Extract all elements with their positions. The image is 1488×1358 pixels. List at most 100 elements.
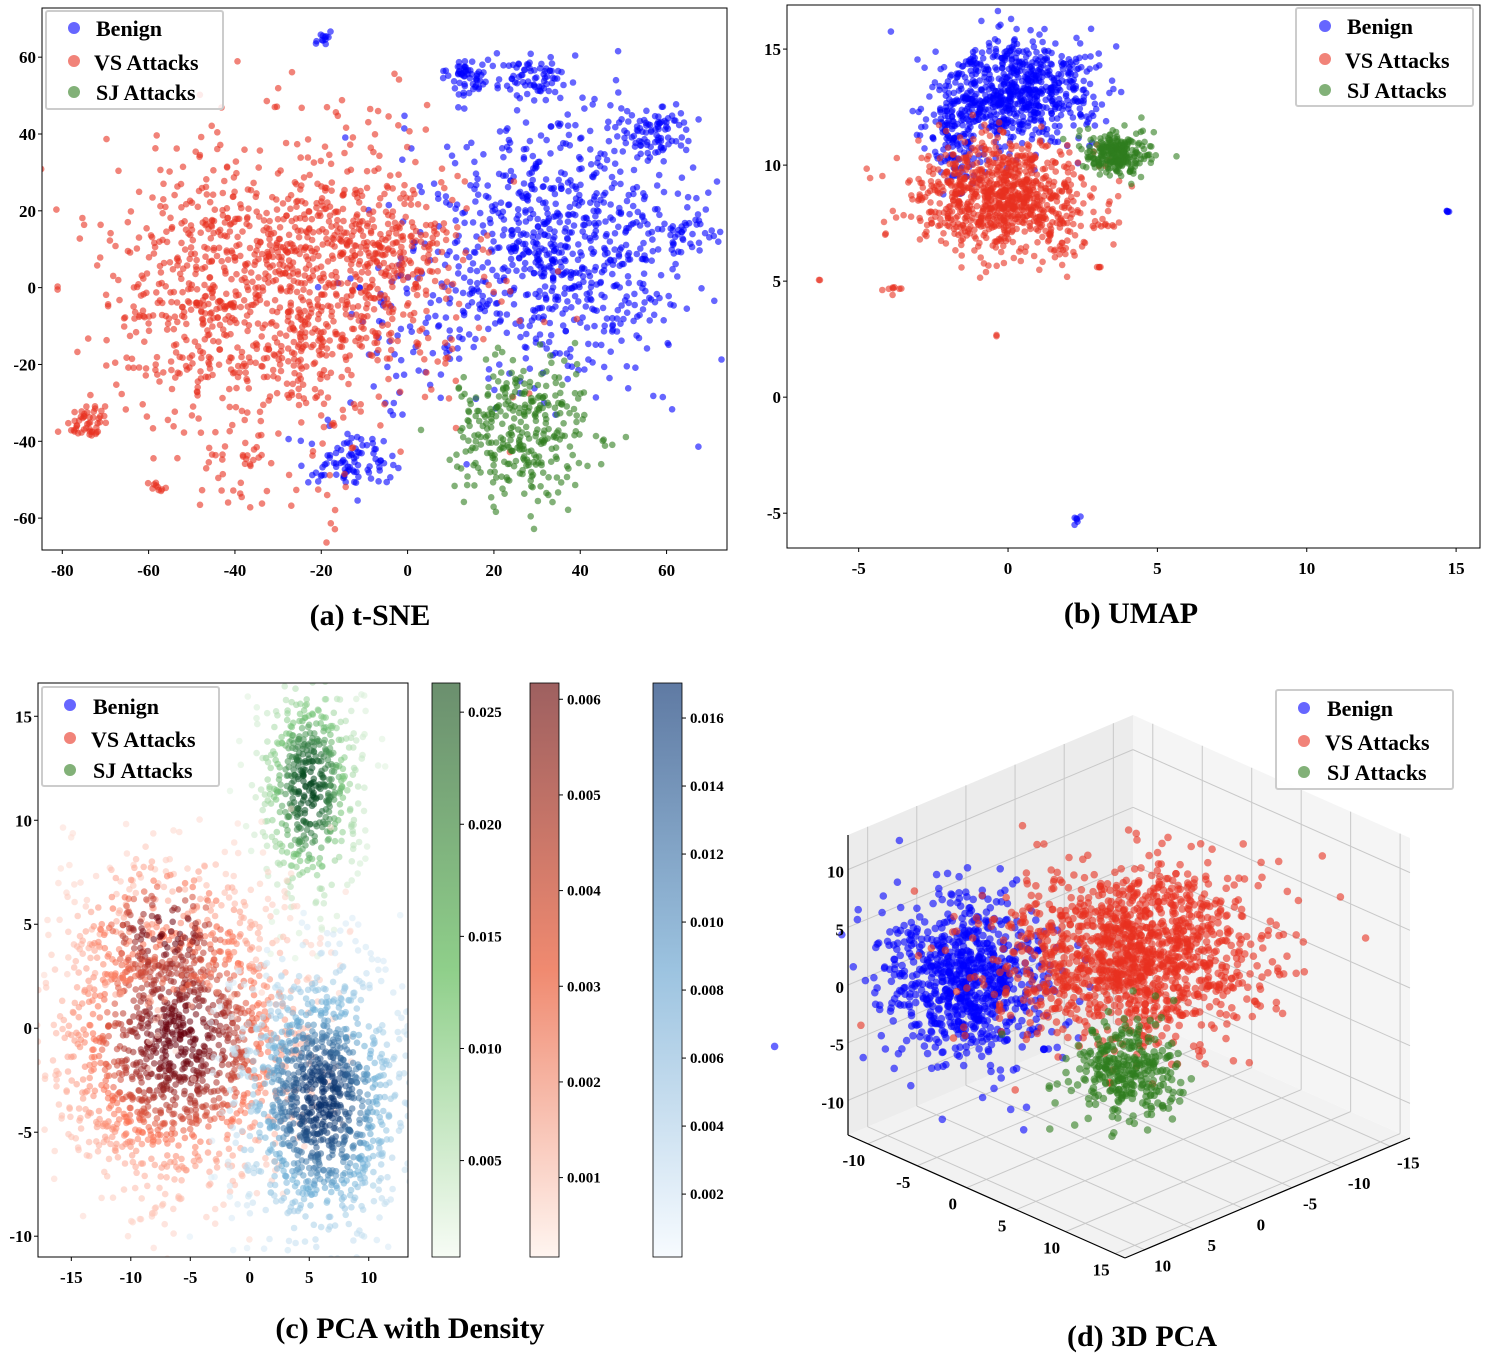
point-vs-attacks	[1104, 207, 1112, 215]
point-benign	[567, 345, 574, 353]
point-vs-attacks	[1042, 143, 1049, 150]
point-benign	[472, 170, 480, 177]
point-benign	[530, 81, 538, 88]
point-sj-attacks	[1075, 142, 1083, 150]
point-vs-attacks	[307, 309, 315, 317]
point-vs-attacks	[269, 307, 276, 315]
point-vs-attacks	[179, 303, 186, 311]
point-vs-attacks	[269, 262, 277, 269]
point-benign	[611, 230, 619, 237]
point-vs-attacks	[554, 268, 562, 275]
point-vs-attacks	[300, 395, 308, 402]
point-benign	[734, 279, 741, 286]
y-tick-label: -40	[13, 432, 36, 451]
point-benign	[623, 197, 631, 205]
point-benign	[466, 278, 474, 286]
point-vs-attacks	[1068, 193, 1075, 201]
point-vs-attacks	[317, 335, 324, 342]
point-vs-attacks	[168, 366, 175, 374]
point-vs-attacks	[364, 300, 371, 308]
point-vs-attacks	[202, 253, 209, 260]
point-benign	[556, 122, 563, 129]
point-benign	[484, 300, 491, 308]
point-benign	[966, 100, 973, 108]
point-vs-attacks	[288, 68, 296, 76]
point-vs-attacks	[153, 132, 160, 139]
point-vs-attacks	[276, 235, 284, 243]
point-vs-attacks	[1029, 184, 1037, 191]
point-benign	[455, 91, 463, 98]
point-benign	[610, 282, 618, 290]
legend-marker-sj	[68, 86, 80, 98]
point-vs-attacks	[423, 307, 430, 315]
point-vs-attacks	[54, 428, 62, 436]
point-benign	[625, 249, 633, 257]
point-vs-attacks	[333, 292, 340, 299]
point-vs-attacks	[334, 112, 342, 120]
point-vs-attacks	[304, 136, 312, 143]
point-benign	[395, 464, 402, 472]
point-benign	[469, 219, 477, 226]
point-vs-attacks	[122, 406, 130, 413]
point-vs-attacks	[364, 260, 371, 268]
point-benign	[1026, 87, 1033, 95]
point-sj-attacks	[536, 341, 544, 348]
point-benign	[522, 291, 530, 299]
point-vs-attacks	[275, 430, 282, 437]
point-benign	[551, 247, 558, 255]
point-benign	[554, 296, 562, 304]
point-sj-attacks	[1140, 145, 1148, 153]
point-vs-attacks	[289, 380, 297, 388]
point-vs-attacks	[317, 157, 325, 165]
point-benign	[606, 238, 614, 245]
point-vs-attacks	[199, 349, 207, 356]
point-sj-attacks	[563, 473, 571, 481]
point-benign	[601, 151, 608, 158]
point-vs-attacks	[295, 392, 303, 400]
point-sj-attacks	[510, 415, 518, 422]
point-benign	[607, 214, 614, 221]
point-sj-attacks	[492, 474, 500, 481]
point-vs-attacks	[938, 183, 946, 191]
point-vs-attacks	[485, 281, 493, 289]
point-sj-attacks	[498, 348, 506, 356]
point-benign	[986, 43, 993, 50]
point-benign	[946, 73, 954, 80]
point-benign	[533, 74, 540, 81]
point-sj-attacks	[550, 433, 557, 441]
point-vs-attacks	[206, 274, 214, 281]
point-vs-attacks	[389, 283, 396, 291]
point-benign	[505, 136, 513, 144]
point-benign	[400, 371, 408, 379]
point-benign	[1003, 122, 1010, 130]
point-benign	[625, 118, 632, 125]
point-benign	[459, 289, 467, 297]
point-vs-attacks	[237, 303, 244, 311]
point-vs-attacks	[215, 474, 222, 482]
point-benign	[515, 238, 523, 245]
point-benign	[1036, 31, 1043, 38]
point-benign	[415, 367, 423, 374]
point-vs-attacks	[125, 364, 132, 371]
point-vs-attacks	[176, 270, 184, 278]
point-benign	[1041, 48, 1049, 56]
point-benign	[429, 349, 437, 357]
point-benign	[566, 229, 573, 236]
point-sj-attacks	[542, 382, 550, 390]
point-vs-attacks	[186, 255, 193, 263]
point-vs-attacks	[315, 252, 322, 260]
point-benign	[575, 241, 582, 248]
point-benign	[655, 113, 662, 120]
point-vs-attacks	[438, 179, 445, 186]
point-vs-attacks	[997, 214, 1004, 221]
point-benign	[696, 247, 703, 254]
point-benign	[976, 100, 983, 108]
point-benign	[634, 313, 641, 320]
point-vs-attacks	[327, 369, 335, 377]
point-sj-attacks	[561, 357, 568, 365]
point-benign	[705, 189, 712, 196]
point-vs-attacks	[315, 347, 323, 355]
point-benign	[495, 76, 503, 83]
point-benign	[579, 228, 586, 235]
point-vs-attacks	[324, 394, 332, 401]
